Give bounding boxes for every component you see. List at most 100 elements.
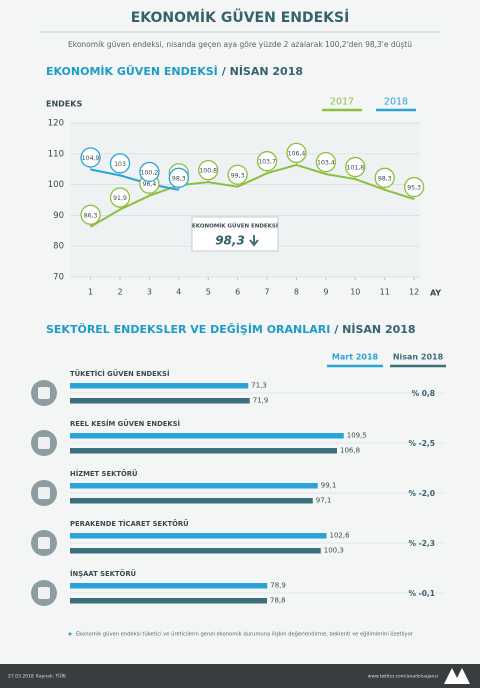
bar — [70, 498, 313, 504]
section-title-suffix: / NİSAN 2018 — [222, 64, 303, 78]
bar — [70, 433, 344, 439]
footer-bar — [0, 664, 480, 688]
point-label: 103 — [114, 161, 126, 168]
bar-value-label: 100,3 — [324, 547, 344, 555]
bar — [70, 398, 250, 404]
point-label: 100,8 — [199, 168, 217, 175]
point-label: 100,2 — [141, 169, 159, 176]
category-label: TÜKETİCİ GÜVEN ENDEKSİ — [70, 369, 169, 378]
point-label-circle — [109, 153, 131, 174]
point-label: 98,3 — [378, 175, 392, 182]
bar — [70, 448, 337, 454]
logo — [444, 668, 470, 684]
sector-icon-glyph — [38, 387, 50, 399]
series-line — [90, 163, 415, 228]
point-label-circle — [374, 167, 395, 188]
sector-icon-glyph — [38, 537, 50, 549]
bar-value-label: 97,1 — [316, 497, 332, 505]
y-tick-label: 120 — [48, 119, 64, 129]
bar — [70, 483, 318, 489]
category-label: İNŞAAT SEKTÖRÜ — [70, 569, 136, 578]
sector-icon-glyph — [38, 487, 50, 499]
point-label: 99,3 — [231, 172, 245, 179]
bar — [70, 548, 321, 554]
x-tick-label: 5 — [206, 288, 211, 297]
legend-label: 2018 — [384, 97, 408, 108]
bullet — [68, 632, 72, 636]
bar-chart: SEKTÖREL ENDEKSLER VE DEĞİŞİM ORANLARI / … — [31, 322, 446, 606]
bar-value-label: 71,9 — [253, 397, 269, 405]
section-title-suffix: / NİSAN 2018 — [334, 322, 415, 336]
point-label: 95,3 — [407, 185, 421, 192]
subtitle: Ekonomik güven endeksi, nisanda geçen ay… — [68, 40, 412, 49]
point-label: 91,9 — [113, 195, 127, 202]
section-title-main: SEKTÖREL ENDEKSLER VE DEĞİŞİM ORANLARI — [46, 322, 330, 336]
x-tick-label: 2 — [117, 288, 122, 297]
x-tick-label: 6 — [235, 288, 240, 297]
y-tick-label: 80 — [53, 242, 64, 252]
point-label: 86,3 — [84, 212, 98, 219]
section-title-main: EKONOMİK GÜVEN ENDEKSİ — [46, 64, 218, 78]
footnote: Ekonomik güven endeksi tüketici ve üreti… — [76, 631, 414, 638]
x-axis-label: AY — [430, 289, 441, 298]
bar-value-label: 106,8 — [340, 447, 360, 455]
point-label: 98,3 — [172, 175, 186, 182]
x-tick-label: 7 — [265, 288, 270, 297]
bar-value-label: 78,9 — [270, 582, 286, 590]
bar-value-label: 102,6 — [330, 532, 351, 540]
line-chart: EKONOMİK GÜVEN ENDEKSİ / NİSAN 2018 ENDEKS… — [46, 64, 441, 298]
point-label-circle — [80, 147, 101, 168]
bar — [70, 533, 327, 539]
y-tick-label: 110 — [48, 149, 64, 159]
y-tick-label: 100 — [48, 180, 64, 190]
x-tick-label: 9 — [323, 288, 328, 297]
legend-label: Mart 2018 — [332, 353, 379, 362]
change-label: % 0,8 — [412, 389, 435, 398]
footer-url: www.twitter.com/anadoluajansi — [368, 674, 438, 680]
callout-title: EKONOMİK GÜVEN ENDEKSİ — [192, 223, 278, 230]
point-label-circle — [168, 167, 189, 188]
category-label: PERAKENDE TİCARET SEKTÖRÜ — [70, 519, 189, 528]
sector-icon-glyph — [38, 437, 50, 449]
change-label: % -0,1 — [408, 589, 435, 598]
point-label-circle — [80, 204, 101, 225]
x-tick-label: 3 — [147, 288, 152, 297]
legend-label: 2017 — [330, 97, 354, 108]
x-tick-label: 4 — [176, 288, 181, 297]
bar-value-label: 109,5 — [347, 432, 367, 440]
point-label-circle — [256, 151, 278, 172]
change-label: % -2,0 — [408, 489, 435, 498]
bar — [70, 583, 268, 589]
bar — [70, 383, 249, 389]
footer-source: Kaynak: TÜİK — [36, 673, 67, 680]
y-tick-label: 90 — [53, 211, 64, 221]
page-title: EKONOMİK GÜVEN ENDEKSİ — [131, 8, 350, 26]
x-tick-label: 12 — [409, 288, 419, 297]
logo-shape — [444, 668, 470, 684]
callout-value: 98,3 — [215, 234, 245, 248]
point-label: 101,8 — [346, 165, 364, 172]
point-label-circle — [403, 176, 425, 198]
section-title: SEKTÖREL ENDEKSLER VE DEĞİŞİM ORANLARI / … — [46, 322, 416, 336]
point-label-circle — [198, 159, 219, 181]
point-label: 106,4 — [288, 150, 306, 157]
x-tick-label: 1 — [88, 288, 93, 297]
y-axis-label: ENDEKS — [46, 100, 82, 109]
point-label: 103,7 — [258, 159, 276, 166]
x-tick-label: 8 — [294, 288, 299, 297]
point-label-circle — [286, 142, 307, 164]
x-tick-label: 11 — [380, 288, 390, 297]
sector-icon-glyph — [38, 587, 50, 599]
callout-arrow — [249, 235, 259, 247]
y-tick-label: 70 — [53, 273, 64, 283]
section-title: EKONOMİK GÜVEN ENDEKSİ / NİSAN 2018 — [46, 64, 303, 78]
callout-box — [191, 216, 279, 252]
bar — [70, 598, 267, 604]
point-label: 104,9 — [82, 155, 100, 162]
bar-value-label: 71,3 — [251, 382, 267, 390]
point-label-circle — [109, 187, 131, 208]
category-label: REEL KESİM GÜVEN ENDEKSİ — [70, 419, 180, 428]
legend-label: Nisan 2018 — [393, 353, 444, 362]
series-line — [90, 168, 180, 191]
